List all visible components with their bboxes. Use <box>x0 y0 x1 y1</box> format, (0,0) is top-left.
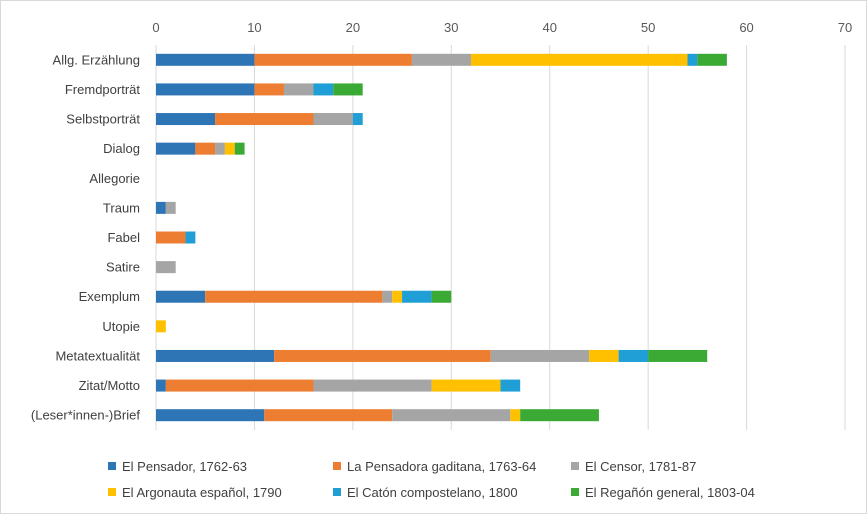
category-label: Satire <box>106 260 140 275</box>
category-label: (Leser*innen-)Brief <box>31 408 140 423</box>
x-tick-label: 70 <box>838 20 852 35</box>
legend-swatch <box>108 488 116 496</box>
category-label: Metatextualität <box>55 348 140 363</box>
bar-segment <box>156 83 255 96</box>
x-tick-label: 0 <box>152 20 159 35</box>
bar-segment <box>215 142 225 155</box>
category-label: Allg. Erzählung <box>53 52 140 67</box>
legend-item: La Pensadora gaditana, 1763-64 <box>333 456 571 476</box>
bar-segment <box>283 83 314 96</box>
bar-segment <box>254 83 284 96</box>
legend-swatch <box>571 462 579 470</box>
bar-segment <box>313 113 353 126</box>
bar-segment <box>254 53 412 66</box>
category-label: Fabel <box>107 230 140 245</box>
legend-swatch <box>108 462 116 470</box>
bar-segment <box>618 349 649 362</box>
bar-segment <box>392 290 403 303</box>
bar-segment <box>156 320 166 333</box>
bar-segment <box>687 53 698 66</box>
bar-segment <box>165 379 314 392</box>
x-tick-label: 20 <box>346 20 360 35</box>
bar-segment <box>195 142 216 155</box>
bar-segment <box>264 409 393 422</box>
category-label: Utopie <box>102 319 140 334</box>
legend-row-1: El Pensador, 1762-63 La Pensadora gadita… <box>108 456 828 476</box>
bar-segment <box>156 201 166 214</box>
bar-segment <box>156 409 265 422</box>
legend-label: El Pensador, 1762-63 <box>122 458 248 474</box>
legend: El Pensador, 1762-63 La Pensadora gadita… <box>108 456 828 508</box>
legend-label: El Censor, 1781-87 <box>585 458 697 474</box>
bar-segment <box>156 53 255 66</box>
legend-item: El Censor, 1781-87 <box>571 456 696 476</box>
bar-segment <box>520 409 599 422</box>
bar-segment <box>156 379 166 392</box>
bar-segment <box>185 231 196 244</box>
bar-segment <box>411 53 471 66</box>
bar-segment <box>352 113 363 126</box>
x-tick-label: 40 <box>542 20 556 35</box>
bar-segment <box>313 83 334 96</box>
bar-segment <box>156 231 186 244</box>
bar-segment <box>156 113 216 126</box>
x-tick-label: 60 <box>739 20 753 35</box>
bar-segment <box>156 142 196 155</box>
category-label: Dialog <box>103 141 140 156</box>
bar-segment <box>490 349 590 362</box>
bar-segment <box>156 290 206 303</box>
bar-segment <box>215 113 314 126</box>
bar-segment <box>589 349 619 362</box>
bar-segment <box>313 379 432 392</box>
bar-segment <box>224 142 235 155</box>
category-label: Fremdporträt <box>65 82 141 97</box>
bar-segment <box>431 379 501 392</box>
legend-label: La Pensadora gaditana, 1763-64 <box>347 458 537 474</box>
category-label: Selbstporträt <box>66 112 140 127</box>
bar-segment <box>392 409 511 422</box>
legend-item: El Pensador, 1762-63 <box>108 456 333 476</box>
category-label: Traum <box>103 200 140 215</box>
bar-segment <box>234 142 245 155</box>
bar-segment <box>156 349 275 362</box>
legend-label: El Argonauta español, 1790 <box>122 484 282 500</box>
category-label: Exemplum <box>79 289 140 304</box>
bar-segment <box>402 290 432 303</box>
x-tick-label: 50 <box>641 20 655 35</box>
category-label: Allegorie <box>89 171 140 186</box>
bar-segment <box>274 349 491 362</box>
bar-segment <box>500 379 521 392</box>
bar-segment <box>333 83 363 96</box>
legend-swatch <box>333 488 341 496</box>
x-tick-label: 30 <box>444 20 458 35</box>
legend-swatch <box>333 462 341 470</box>
bar-segment <box>205 290 383 303</box>
legend-label: El Catón compostelano, 1800 <box>347 484 518 500</box>
bar-segment <box>431 290 452 303</box>
bar-segment <box>648 349 708 362</box>
legend-item: El Regañón general, 1803-04 <box>571 482 755 502</box>
bar-segment <box>697 53 727 66</box>
legend-label: El Regañón general, 1803-04 <box>585 484 755 500</box>
category-label: Zitat/Motto <box>79 378 140 393</box>
bar-segment <box>156 261 176 274</box>
legend-row-2: El Argonauta español, 1790 El Catón comp… <box>108 482 828 502</box>
bar-segment <box>470 53 688 66</box>
legend-item: El Argonauta español, 1790 <box>108 482 333 502</box>
x-tick-label: 10 <box>247 20 261 35</box>
bar-segment <box>165 201 176 214</box>
legend-swatch <box>571 488 579 496</box>
legend-item: El Catón compostelano, 1800 <box>333 482 571 502</box>
bar-segment <box>382 290 393 303</box>
bar-segment <box>510 409 521 422</box>
